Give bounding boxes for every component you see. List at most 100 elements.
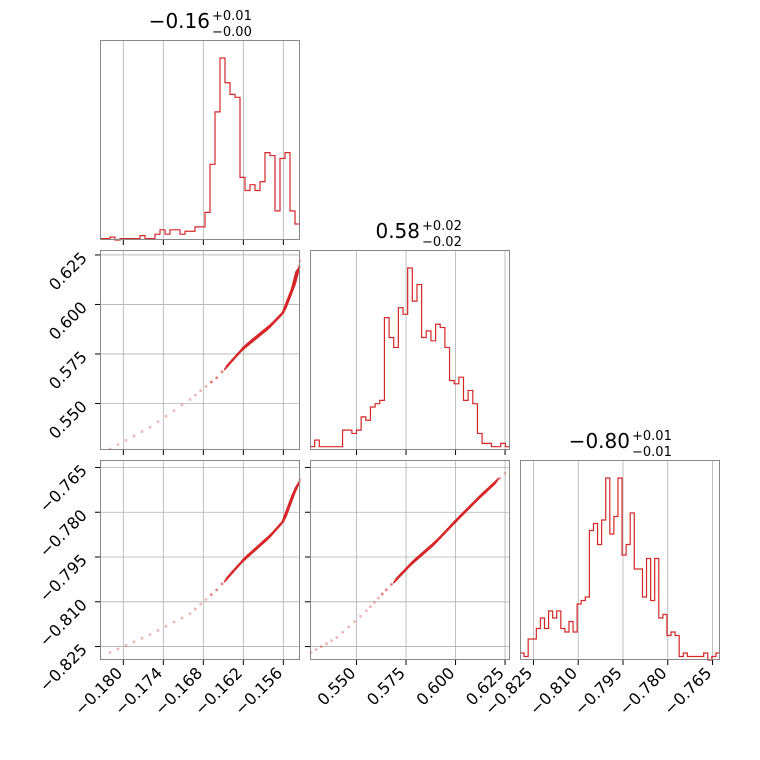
sample-point [335, 636, 339, 640]
histogram-step-line [100, 57, 300, 241]
sample-point [215, 588, 219, 592]
title-plus-error: +0.02 [422, 219, 462, 234]
x-tick-label: 0.600 [413, 663, 459, 709]
sample-point [380, 592, 384, 596]
y-tick-label: −0.825 [36, 640, 91, 695]
panel-border [520, 460, 720, 660]
sample-point [372, 600, 376, 604]
x-tick-label: −0.795 [571, 663, 626, 718]
sample-point [148, 633, 152, 637]
x-tick-label: 0.550 [314, 663, 360, 709]
sample-point [341, 630, 345, 634]
sample-point [325, 642, 328, 645]
sample-point [172, 620, 176, 624]
y-tick-label: −0.765 [36, 461, 91, 516]
sample-point [389, 583, 393, 586]
y-tick-label: 0.575 [45, 347, 91, 393]
sample-point [188, 612, 192, 616]
sample-point [369, 605, 372, 608]
sample-point [204, 598, 208, 601]
title-minus-error: −0.00 [212, 25, 252, 40]
panel-border [100, 40, 300, 240]
y-tick-label: 0.600 [45, 298, 91, 344]
panel-background [520, 460, 720, 660]
sample-point [156, 420, 160, 424]
sample-point [199, 602, 203, 606]
sample-point [124, 643, 128, 647]
sample-point [188, 398, 192, 401]
sample-point [148, 425, 152, 429]
scatter-panel-2-3: 0.550 0.575 0.600 0.625 [305, 460, 510, 709]
sample-point [204, 385, 208, 388]
panel-title: 0.58 [375, 219, 420, 243]
sample-point [180, 403, 184, 407]
sample-point [199, 389, 203, 393]
title-minus-error: −0.01 [632, 445, 672, 460]
panel-title: −0.80 [569, 429, 630, 453]
panel-background [100, 250, 300, 450]
histogram-step-line [520, 477, 720, 661]
y-tick-label: −0.795 [36, 550, 91, 605]
panel-border [100, 250, 300, 450]
panel-border [310, 250, 510, 450]
x-tick-label: −0.765 [660, 663, 715, 718]
sample-point [172, 409, 176, 412]
histogram-panel-2: 0.58 +0.02−0.02 [310, 219, 510, 455]
x-tick-label: −0.780 [615, 663, 670, 718]
title-plus-error: +0.01 [212, 9, 252, 24]
panel-title: −0.16 [149, 9, 210, 33]
sample-point [132, 434, 136, 438]
panel-background [310, 460, 510, 660]
sample-point [359, 614, 362, 618]
sample-point [365, 609, 368, 613]
histogram-panel-3: −0.825−0.810−0.795−0.780−0.765−0.80 +0.01… [481, 429, 720, 719]
sample-point [209, 593, 213, 597]
sample-point [156, 629, 160, 632]
sample-point [164, 414, 168, 418]
sample-point [180, 616, 184, 620]
sample-point [140, 636, 144, 640]
panel-background [100, 460, 300, 660]
sample-point [503, 472, 507, 475]
panel-background [310, 250, 510, 450]
sample-point [353, 620, 356, 623]
histogram-step-line [310, 267, 510, 448]
sample-point [330, 639, 333, 642]
sample-point [164, 624, 168, 628]
sample-point [140, 430, 144, 433]
title-plus-error: +0.01 [632, 429, 672, 444]
y-tick-label: −0.780 [36, 506, 91, 561]
sample-point [347, 625, 351, 629]
density-contour [227, 480, 301, 578]
panel-border [100, 460, 300, 660]
sample-point [220, 370, 224, 374]
density-contour [396, 477, 500, 579]
x-tick-label: 0.575 [363, 663, 409, 709]
sample-point [209, 380, 213, 384]
sample-point [124, 438, 128, 442]
sample-point [116, 647, 120, 651]
sample-point [384, 588, 388, 592]
sample-point [116, 443, 120, 447]
sample-point [193, 607, 197, 611]
x-tick-label: −0.810 [526, 663, 581, 718]
density-contour [227, 265, 301, 366]
y-tick-label: 0.550 [45, 397, 91, 443]
sample-point [132, 640, 136, 644]
scatter-panel-1-3: −0.180−0.174−0.168−0.162−0.156−0.825−0.8… [36, 460, 302, 719]
histogram-panel-1: −0.16 +0.01−0.00 [100, 9, 300, 245]
sample-point [376, 596, 380, 600]
sample-point [314, 648, 318, 651]
sample-point [215, 376, 219, 380]
sample-point [220, 582, 224, 586]
title-minus-error: −0.02 [422, 235, 462, 250]
panel-border [310, 460, 510, 660]
sample-point [108, 651, 112, 654]
sample-point [193, 393, 197, 397]
y-tick-label: −0.810 [36, 595, 91, 650]
panel-background [100, 40, 300, 240]
sample-point [319, 645, 323, 648]
y-tick-label: 0.625 [45, 248, 91, 294]
